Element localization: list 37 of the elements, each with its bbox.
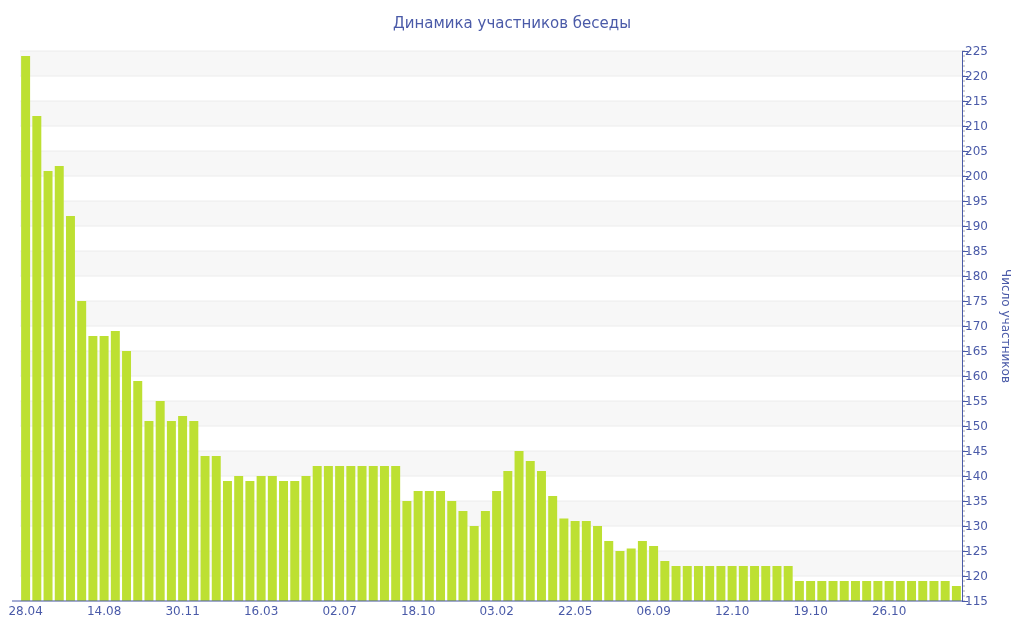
y-tick-label: 130 <box>965 519 988 534</box>
x-tick-label: 26.10 <box>871 603 907 618</box>
y-tick-label: 150 <box>965 419 988 434</box>
x-tick-label: 28.04 <box>8 603 43 618</box>
y-tick-label: 140 <box>965 469 988 484</box>
y-axis-title: Число участников <box>999 269 1013 383</box>
y-tick-label: 125 <box>965 544 988 559</box>
x-tick-label: 06.09 <box>636 603 671 618</box>
y-tick-label: 175 <box>965 294 988 309</box>
y-tick-label: 180 <box>965 269 988 284</box>
y-tick-label: 210 <box>965 119 988 134</box>
x-tick-label: 18.10 <box>400 603 436 618</box>
x-tick-label: 19.10 <box>793 603 828 618</box>
y-tick-label: 190 <box>965 219 988 234</box>
x-tick-label: 02.07 <box>322 603 357 618</box>
x-tick-label: 12.10 <box>714 603 750 618</box>
y-tick-label: 165 <box>965 344 988 359</box>
x-tick-label: 03.02 <box>479 603 514 618</box>
y-tick-label: 145 <box>965 444 988 459</box>
y-tick-label: 170 <box>965 319 988 334</box>
y-tick-label: 195 <box>965 194 988 209</box>
y-tick-label: 135 <box>965 494 988 509</box>
y-tick-label: 205 <box>965 144 988 159</box>
chart-title: Динамика участников беседы <box>392 14 632 32</box>
y-tick-label: 160 <box>965 369 988 384</box>
y-tick-label: 220 <box>965 69 988 84</box>
y-tick-label: 155 <box>965 394 988 409</box>
y-tick-label: 185 <box>965 244 988 259</box>
y-tick-label: 115 <box>965 594 988 609</box>
x-tick-label: 22.05 <box>557 603 593 618</box>
y-tick-label: 200 <box>965 169 988 184</box>
y-tick-label: 215 <box>965 94 988 109</box>
x-tick-label: 14.08 <box>86 603 122 618</box>
y-tick-label: 120 <box>965 569 988 584</box>
x-tick-label: 30.11 <box>165 603 200 618</box>
x-tick-label: 16.03 <box>243 603 279 618</box>
y-tick-label: 225 <box>965 44 988 59</box>
